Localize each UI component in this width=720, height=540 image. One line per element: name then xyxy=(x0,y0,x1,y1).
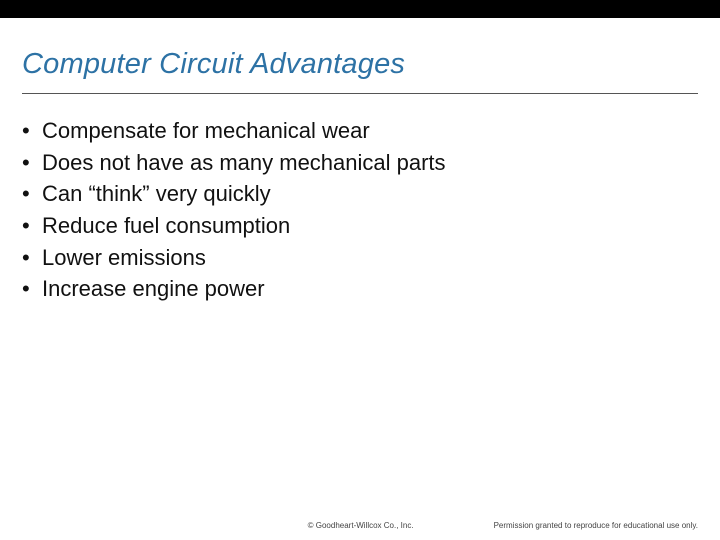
list-item: • Increase engine power xyxy=(22,274,698,304)
bullet-text: Lower emissions xyxy=(42,243,206,273)
bullet-dot: • xyxy=(22,179,42,209)
content-region: • Compensate for mechanical wear • Does … xyxy=(0,94,720,304)
bullet-text: Can “think” very quickly xyxy=(42,179,271,209)
footer-permission: Permission granted to reproduce for educ… xyxy=(494,521,698,530)
footer-copyright: © Goodheart-Willcox Co., Inc. xyxy=(308,521,414,530)
list-item: • Reduce fuel consumption xyxy=(22,211,698,241)
bullet-list: • Compensate for mechanical wear • Does … xyxy=(22,116,698,304)
bullet-dot: • xyxy=(22,243,42,273)
slide-title: Computer Circuit Advantages xyxy=(22,48,698,81)
bullet-dot: • xyxy=(22,211,42,241)
bullet-dot: • xyxy=(22,116,42,146)
list-item: • Can “think” very quickly xyxy=(22,179,698,209)
bullet-text: Does not have as many mechanical parts xyxy=(42,148,446,178)
slide-top-bar xyxy=(0,0,720,18)
list-item: • Compensate for mechanical wear xyxy=(22,116,698,146)
bullet-text: Reduce fuel consumption xyxy=(42,211,290,241)
bullet-dot: • xyxy=(22,148,42,178)
title-region: Computer Circuit Advantages xyxy=(0,18,720,87)
bullet-text: Increase engine power xyxy=(42,274,265,304)
bullet-text: Compensate for mechanical wear xyxy=(42,116,370,146)
footer: © Goodheart-Willcox Co., Inc. Permission… xyxy=(0,521,720,530)
list-item: • Does not have as many mechanical parts xyxy=(22,148,698,178)
bullet-dot: • xyxy=(22,274,42,304)
list-item: • Lower emissions xyxy=(22,243,698,273)
